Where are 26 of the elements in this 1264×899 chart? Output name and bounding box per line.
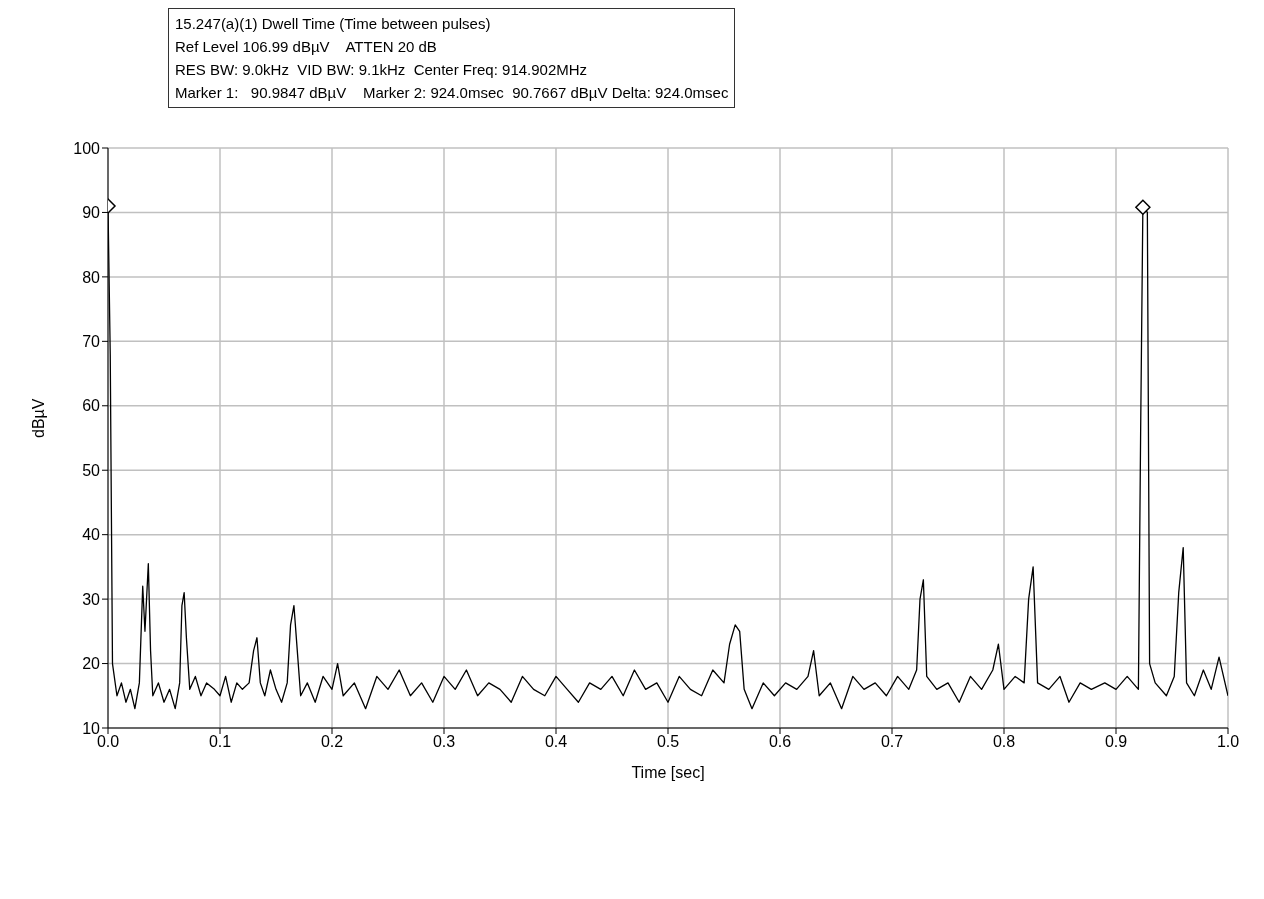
x-tick-label: 0.8: [992, 733, 1016, 751]
x-tick-label: 0.7: [880, 733, 904, 751]
y-tick-label: 60: [82, 397, 101, 415]
x-tick-label: 1.0: [1216, 733, 1240, 751]
x-tick-label: 0.2: [320, 733, 344, 751]
y-tick-label: 50: [82, 461, 101, 479]
x-tick-label: 0.5: [656, 733, 680, 751]
text: Ref Level 106.99 dBµV ATTEN 20 dB: [175, 37, 438, 57]
y-tick-label: 100: [73, 139, 101, 157]
text: RES BW: 9.0kHz VID BW: 9.1kHz Center Freq: 914.902MHz: [175, 60, 589, 80]
x-axis-title: Time [sec]: [631, 764, 705, 781]
y-tick-label: 20: [82, 655, 101, 673]
y-tick-label: 40: [82, 526, 101, 544]
x-tick-label: 0.0: [96, 733, 120, 751]
chart-title: 15.247(a)(1) Dwell Time (Time between pulses): [175, 14, 492, 34]
text: Marker 1: 90.9847 dBµV Marker 2: 924.0msec 90.7667 dBµV Delta: 924.0msec: [175, 83, 729, 103]
x-tick-label: 0.3: [432, 733, 456, 751]
y-tick-label: 80: [82, 268, 101, 286]
y-tick-label: 70: [82, 333, 101, 351]
x-tick-label: 0.6: [768, 733, 792, 751]
y-tick-label: 30: [82, 590, 101, 608]
y-tick-label: 90: [82, 204, 101, 222]
x-tick-label: 0.9: [1104, 733, 1128, 751]
x-tick-label: 0.1: [208, 733, 232, 751]
y-axis-title: dBµV: [29, 398, 47, 438]
x-tick-label: 0.4: [544, 733, 568, 751]
